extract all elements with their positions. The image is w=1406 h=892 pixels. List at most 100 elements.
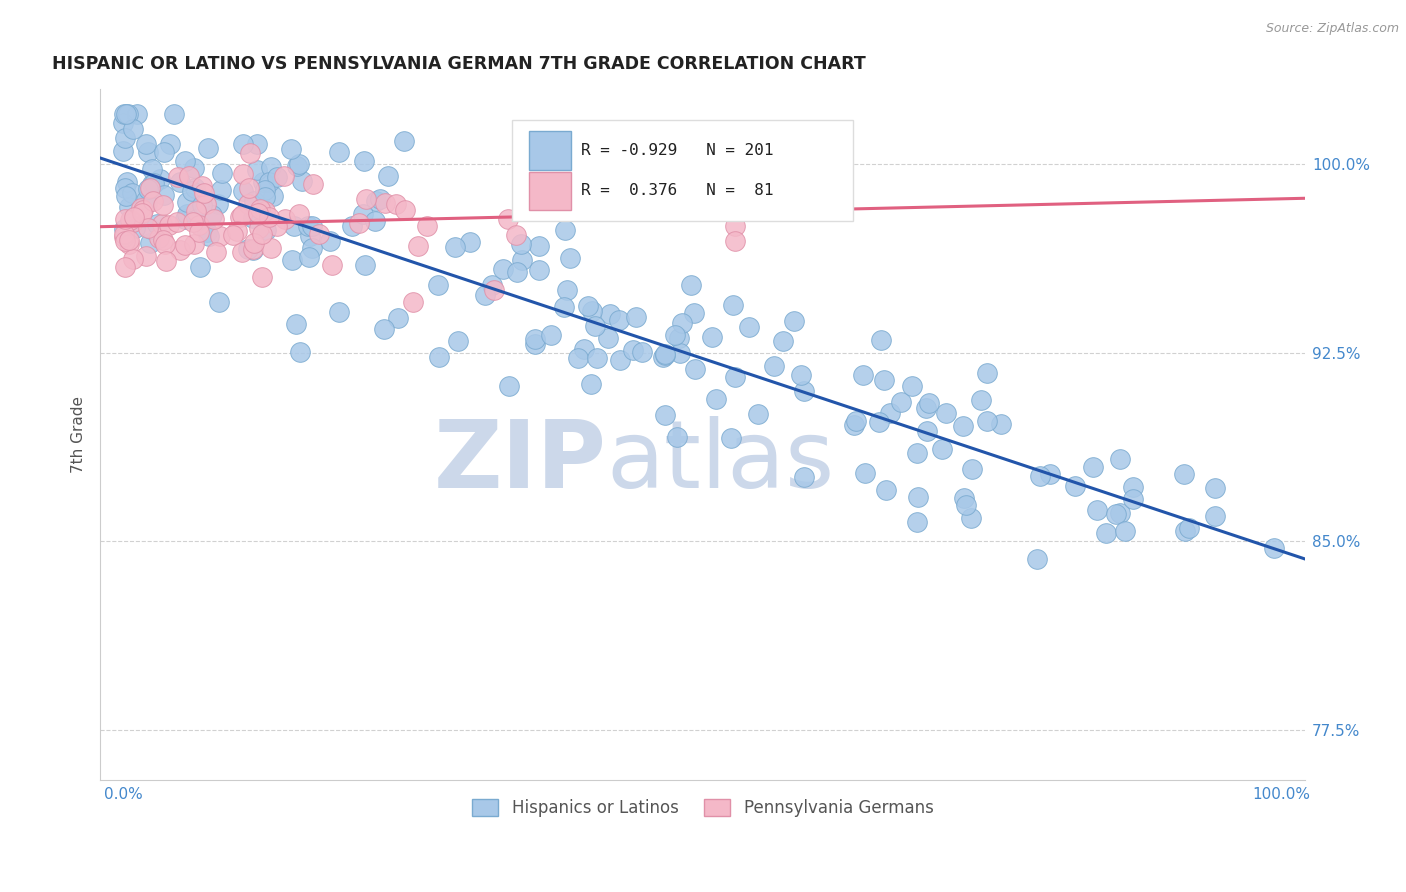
Point	[183, 236, 205, 251]
Point	[790, 368, 813, 383]
Point	[166, 169, 188, 184]
Point	[197, 225, 219, 239]
Point	[524, 337, 547, 351]
Point	[852, 368, 875, 382]
Point	[447, 334, 470, 348]
Point	[285, 317, 308, 331]
Point	[118, 233, 141, 247]
Text: ZIP: ZIP	[433, 416, 606, 508]
Point	[1174, 524, 1197, 538]
Point	[558, 251, 581, 265]
Point	[191, 178, 214, 193]
Point	[202, 212, 225, 227]
Point	[169, 243, 191, 257]
Point	[226, 224, 249, 238]
Point	[654, 348, 676, 362]
Point	[229, 210, 252, 224]
Point	[257, 175, 280, 189]
Point	[222, 227, 245, 242]
Point	[166, 215, 188, 229]
Point	[683, 362, 706, 376]
Point	[387, 311, 409, 326]
Point	[152, 198, 174, 212]
Point	[793, 470, 815, 484]
Point	[443, 240, 465, 254]
Point	[328, 305, 350, 319]
Point	[960, 511, 983, 525]
Point	[1095, 525, 1118, 540]
Point	[721, 298, 744, 312]
Point	[321, 258, 343, 272]
Point	[1122, 480, 1144, 494]
Text: R = -0.929   N = 201: R = -0.929 N = 201	[581, 143, 773, 158]
Point	[120, 213, 142, 227]
Point	[1039, 467, 1062, 482]
Point	[607, 313, 630, 327]
Point	[328, 145, 350, 159]
Point	[374, 195, 396, 210]
Point	[273, 169, 295, 183]
Point	[415, 219, 437, 234]
Point	[583, 318, 606, 333]
Point	[458, 235, 481, 249]
Point	[1114, 524, 1136, 538]
Point	[631, 344, 654, 359]
Point	[354, 258, 377, 272]
Point	[169, 175, 191, 189]
Point	[141, 178, 163, 192]
Point	[506, 265, 529, 279]
Point	[952, 419, 974, 434]
Point	[190, 260, 212, 274]
Point	[181, 215, 204, 229]
Point	[236, 197, 259, 211]
Point	[970, 393, 993, 408]
Point	[301, 177, 323, 191]
Point	[239, 145, 262, 160]
Point	[114, 131, 136, 145]
Point	[427, 351, 450, 365]
Point	[621, 343, 644, 357]
Point	[1109, 506, 1132, 520]
Point	[291, 174, 314, 188]
Point	[596, 331, 619, 345]
Point	[845, 414, 868, 428]
Point	[406, 239, 429, 253]
Point	[700, 330, 723, 344]
Point	[201, 208, 224, 222]
Point	[148, 231, 170, 245]
Point	[193, 186, 215, 200]
Point	[115, 107, 138, 121]
Point	[576, 299, 599, 313]
Point	[579, 377, 602, 392]
Point	[426, 278, 449, 293]
Point	[266, 219, 288, 233]
Point	[118, 200, 141, 214]
Point	[174, 212, 197, 227]
Point	[647, 193, 669, 207]
Point	[232, 184, 254, 198]
Point	[152, 233, 174, 247]
Point	[114, 180, 136, 194]
Point	[373, 321, 395, 335]
Point	[243, 236, 266, 251]
Point	[319, 234, 342, 248]
Point	[120, 216, 142, 230]
Point	[586, 351, 609, 365]
Point	[112, 221, 135, 235]
Point	[112, 107, 135, 121]
Point	[366, 194, 388, 209]
Point	[174, 238, 197, 252]
Point	[354, 193, 377, 207]
Point	[727, 202, 749, 216]
Point	[183, 161, 205, 176]
Point	[252, 270, 274, 285]
Point	[505, 227, 527, 242]
Point	[232, 136, 254, 151]
Point	[242, 243, 264, 257]
Point	[246, 163, 269, 178]
Point	[129, 201, 152, 215]
Point	[385, 197, 408, 211]
Point	[747, 408, 769, 422]
Point	[870, 333, 893, 347]
Point	[159, 136, 181, 151]
